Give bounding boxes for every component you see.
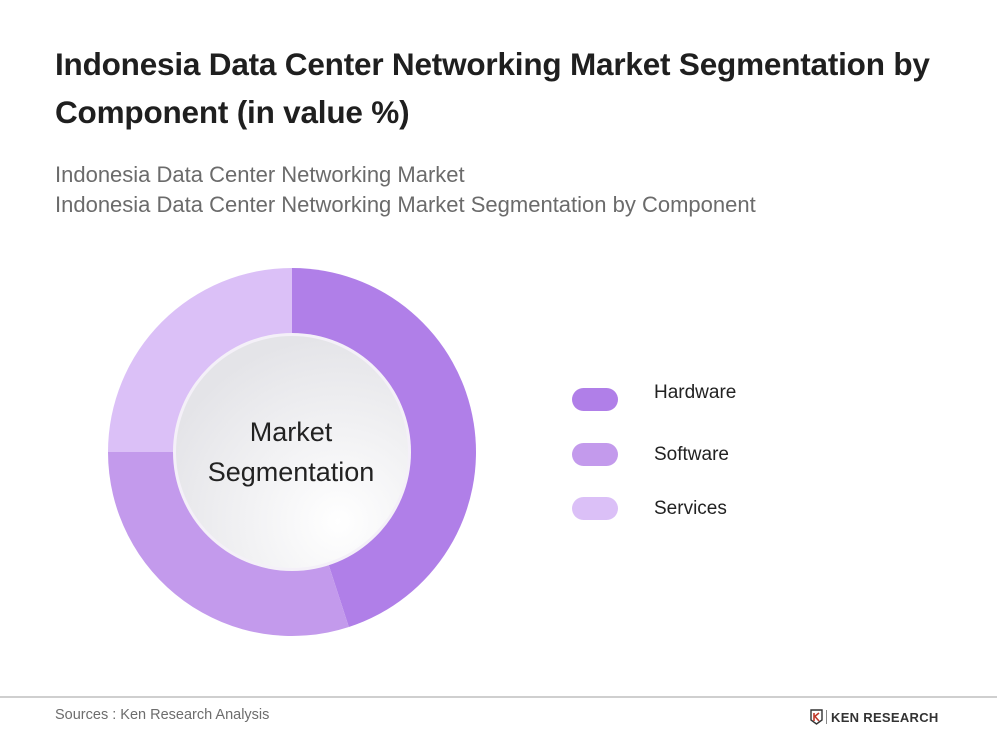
center-label-line-1: Market	[249, 417, 333, 447]
legend-label-hardware: Hardware	[654, 381, 737, 403]
inner-circle	[176, 336, 408, 568]
legend-item-services: Services	[572, 497, 727, 520]
legend-swatch-services	[572, 497, 618, 520]
legend-swatch-software	[572, 443, 618, 466]
subtitle-line-1: Indonesia Data Center Networking Market	[55, 162, 465, 187]
legend-item-hardware: Hardware	[572, 382, 736, 411]
chart-subtitle: Indonesia Data Center Networking Market …	[55, 160, 756, 220]
brand-name: KEN RESEARCH	[831, 709, 939, 725]
source-note: Sources : Ken Research Analysis	[55, 707, 270, 723]
brand-logo: KEN RESEARCH	[810, 709, 939, 725]
legend-label-services: Services	[654, 497, 727, 519]
legend-label-software: Software	[654, 443, 729, 465]
subtitle-line-2: Indonesia Data Center Networking Market …	[55, 192, 756, 217]
center-label-line-2: Segmentation	[207, 457, 375, 487]
footer-divider	[0, 696, 997, 698]
center-label: Market Segmentation	[173, 334, 409, 570]
legend-swatch-hardware	[572, 388, 618, 411]
legend-item-software: Software	[572, 443, 729, 466]
ken-research-logo-icon	[810, 709, 823, 725]
brand-separator	[826, 710, 827, 724]
donut-chart-svg	[108, 268, 476, 636]
donut-chart	[107, 267, 477, 637]
chart-title: Indonesia Data Center Networking Market …	[55, 46, 930, 130]
